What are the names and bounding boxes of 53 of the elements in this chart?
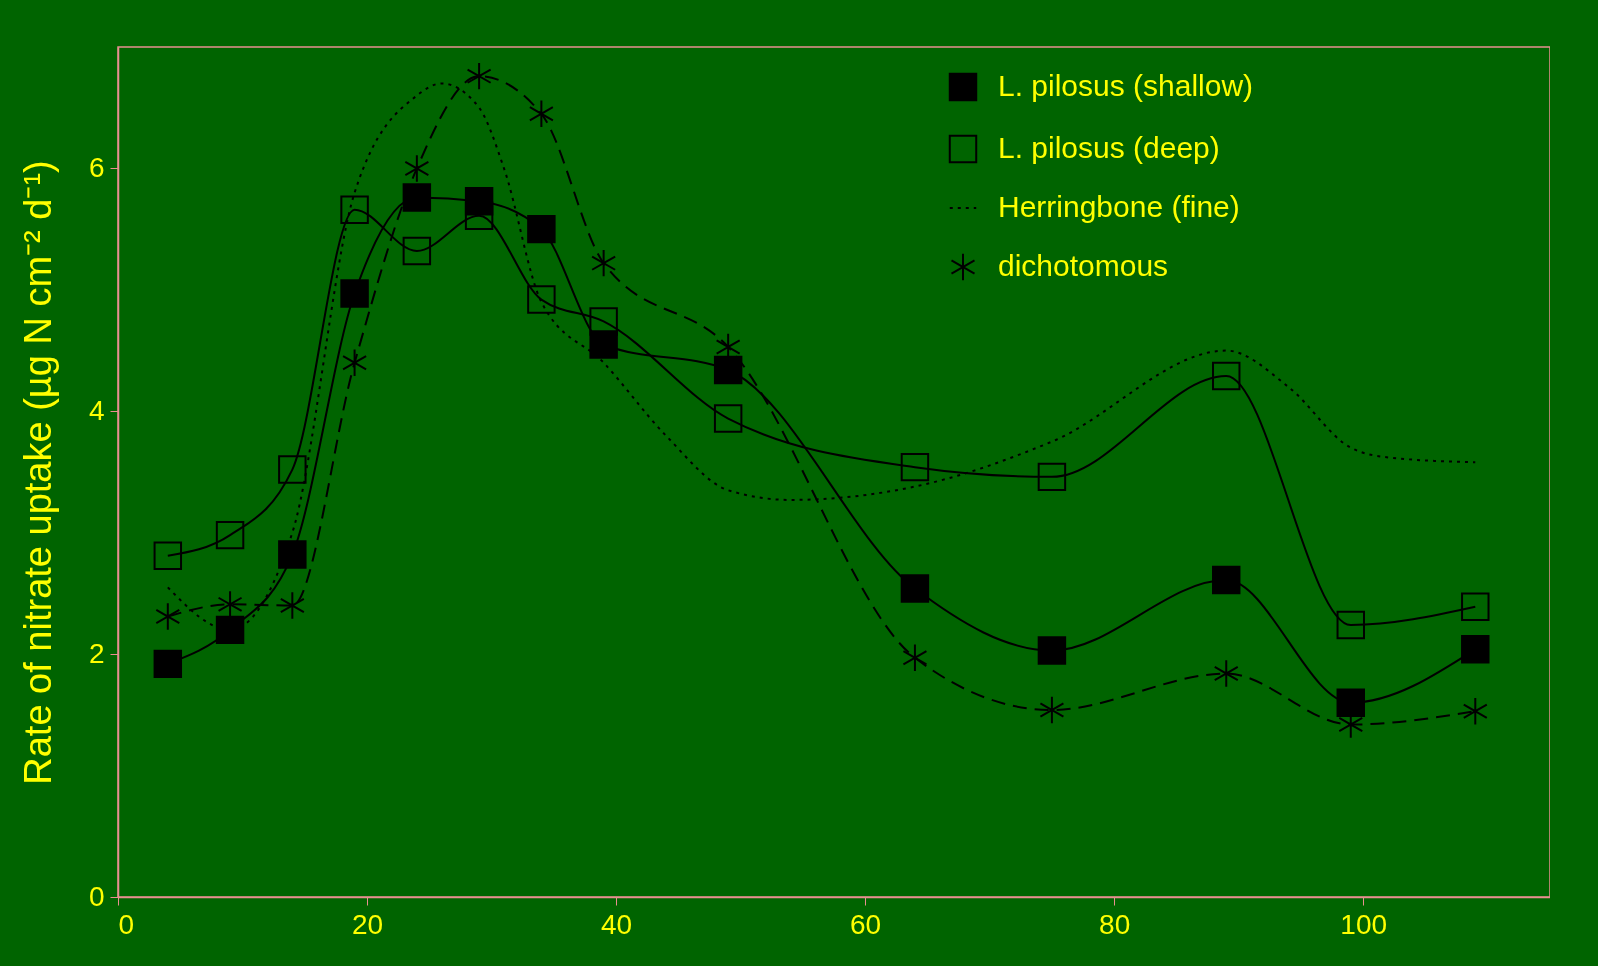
point <box>902 643 928 673</box>
point <box>1039 695 1065 725</box>
point <box>279 591 305 620</box>
point <box>404 154 430 183</box>
x-tick-label: 20 <box>351 908 384 940</box>
point <box>1461 635 1490 664</box>
legend-label: Herringbone (fine) <box>998 190 1240 223</box>
point <box>1037 636 1067 665</box>
point <box>1336 610 1365 640</box>
point <box>340 279 369 308</box>
point <box>402 236 432 266</box>
x-tick-label: 80 <box>1099 908 1131 940</box>
x-tick-label: 40 <box>601 908 633 940</box>
legend-label: L. pilosus (deep) <box>998 131 1220 164</box>
point <box>342 348 368 377</box>
point <box>215 520 245 550</box>
point <box>1212 361 1241 391</box>
point <box>1213 659 1239 688</box>
point <box>402 183 432 212</box>
legend-label: L. pilosus (shallow) <box>998 69 1254 102</box>
x-tick-label: 60 <box>850 908 882 940</box>
point <box>1037 462 1067 492</box>
legend-label: dichotomous <box>998 249 1169 282</box>
point <box>340 195 369 224</box>
point <box>153 649 183 679</box>
x-tick-label: 0 <box>118 908 135 940</box>
y-tick-label: 2 <box>88 637 105 669</box>
point <box>713 404 743 433</box>
point <box>713 355 743 385</box>
point <box>900 574 930 603</box>
point <box>215 615 245 645</box>
point <box>527 285 556 314</box>
y-tick-label: 6 <box>88 151 105 183</box>
point <box>1462 696 1488 726</box>
y-tick-label: 4 <box>88 394 105 426</box>
point <box>278 540 307 569</box>
point <box>155 602 181 631</box>
point <box>527 214 556 244</box>
point <box>528 99 554 129</box>
point <box>466 61 492 91</box>
point <box>1461 592 1490 622</box>
y-tick-label: 0 <box>88 880 105 912</box>
y-axis-title: Rate of nitrate uptake (µg N cm⁻² d⁻¹) <box>16 160 59 785</box>
point <box>589 307 618 336</box>
point <box>278 455 307 484</box>
point <box>217 590 243 619</box>
point <box>1336 688 1365 717</box>
point <box>591 248 617 278</box>
point <box>589 330 618 359</box>
point <box>900 452 930 482</box>
x-tick-label: 100 <box>1340 908 1388 940</box>
point <box>1212 565 1241 595</box>
point <box>153 541 183 571</box>
